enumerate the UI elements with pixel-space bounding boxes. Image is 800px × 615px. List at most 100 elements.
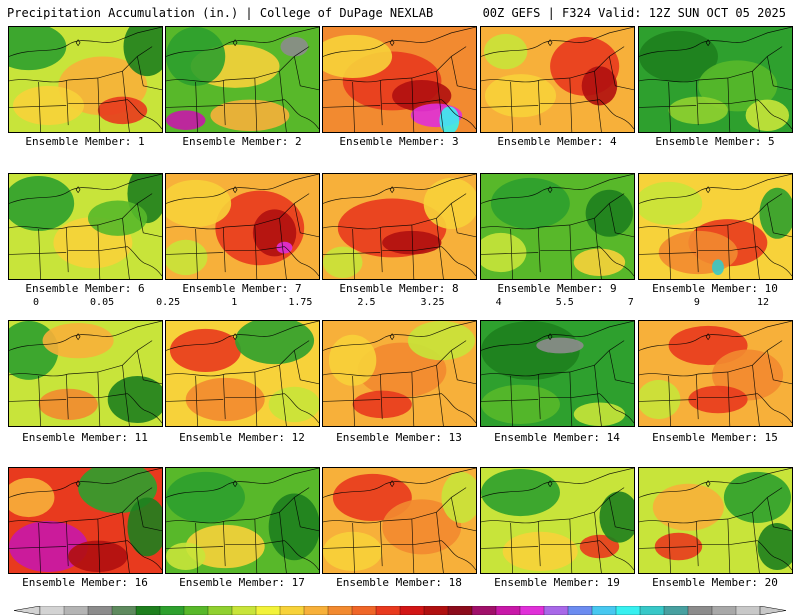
run-info: 00Z GEFS | F324 Valid: 12Z SUN OCT 05 20… xyxy=(482,6,786,20)
station-marker-icon xyxy=(389,333,395,341)
station-marker-icon xyxy=(232,186,238,194)
colorbar-swatch xyxy=(111,606,137,615)
station-marker-icon xyxy=(389,480,395,488)
colorbar-min-arrow xyxy=(14,606,41,615)
ensemble-map-18 xyxy=(322,467,477,574)
colorbar-swatch xyxy=(327,606,353,615)
colorbar-swatch xyxy=(711,606,737,615)
precip-field xyxy=(9,468,162,573)
station-marker-icon xyxy=(705,186,711,194)
station-marker-icon xyxy=(232,333,238,341)
station-marker-icon xyxy=(705,480,711,488)
legend-tick-label: 0.05 xyxy=(90,297,115,308)
ensemble-map-16 xyxy=(8,467,163,574)
ensemble-member-label: Ensemble Member: 10 xyxy=(652,282,778,295)
colorbar-swatch xyxy=(591,606,617,615)
ensemble-map-2 xyxy=(165,26,320,133)
ensemble-map-1 xyxy=(8,26,163,133)
precip-field xyxy=(481,468,634,573)
colorbar-swatch xyxy=(615,606,641,615)
ensemble-map-17 xyxy=(165,467,320,574)
precip-field xyxy=(323,321,476,426)
colorbar-swatch xyxy=(303,606,329,615)
chart-title: Precipitation Accumulation (in.) | Colle… xyxy=(7,6,434,20)
ensemble-member-label: Ensemble Member: 3 xyxy=(339,135,459,148)
precip-field xyxy=(9,321,162,426)
station-marker-icon xyxy=(75,186,81,194)
ensemble-member-label: Ensemble Member: 2 xyxy=(182,135,302,148)
colorbar-swatch xyxy=(567,606,593,615)
legend-tick-label: 9 xyxy=(693,297,700,308)
colorbar-swatch xyxy=(687,606,713,615)
legend-tick-label: 5.5 xyxy=(555,297,574,308)
station-marker-icon xyxy=(232,480,238,488)
legend-tick-label: 3.25 xyxy=(420,297,445,308)
station-marker-icon xyxy=(75,39,81,47)
precip-field xyxy=(481,27,634,132)
colorbar-swatch xyxy=(639,606,665,615)
colorbar-swatch xyxy=(87,606,113,615)
ensemble-member-label: Ensemble Member: 11 xyxy=(22,431,148,444)
color-legend: 0 0.05 0.25 1 1.75 2.5 3.25 4 5.5 7 9 12 xyxy=(0,297,800,615)
ensemble-map-9 xyxy=(480,173,635,280)
colorbar-swatch xyxy=(663,606,689,615)
colorbar-swatch xyxy=(423,606,449,615)
precip-field xyxy=(639,468,792,573)
ensemble-map-13 xyxy=(322,320,477,427)
ensemble-map-7 xyxy=(165,173,320,280)
station-marker-icon xyxy=(547,480,553,488)
station-marker-icon xyxy=(547,333,553,341)
precip-field xyxy=(323,468,476,573)
station-marker-icon xyxy=(389,39,395,47)
legend-tick-label: 0 xyxy=(32,297,40,308)
ensemble-member-label: Ensemble Member: 20 xyxy=(652,576,778,589)
ensemble-member-label: Ensemble Member: 1 xyxy=(25,135,145,148)
ensemble-map-12 xyxy=(165,320,320,427)
legend-tick-label: 7 xyxy=(627,297,634,308)
ensemble-map-20 xyxy=(638,467,793,574)
legend-tick-label: 1 xyxy=(231,297,238,308)
ensemble-member-label: Ensemble Member: 9 xyxy=(497,282,617,295)
ensemble-map-8 xyxy=(322,173,477,280)
precip-field xyxy=(481,174,634,279)
precip-field xyxy=(166,174,319,279)
precip-field xyxy=(481,321,634,426)
colorbar-swatch xyxy=(447,606,473,615)
ensemble-map-3 xyxy=(322,26,477,133)
ensemble-map-10 xyxy=(638,173,793,280)
ensemble-map-19 xyxy=(480,467,635,574)
station-marker-icon xyxy=(547,186,553,194)
colorbar-swatch xyxy=(207,606,233,615)
legend-tick-label: 1.75 xyxy=(288,297,313,308)
precip-field xyxy=(639,321,792,426)
colorbar-swatch xyxy=(471,606,497,615)
ensemble-member-label: Ensemble Member: 13 xyxy=(336,431,462,444)
colorbar-max-arrow xyxy=(759,606,786,615)
precip-field xyxy=(166,321,319,426)
colorbar-swatch xyxy=(495,606,521,615)
colorbar-swatch xyxy=(351,606,377,615)
precip-field xyxy=(166,27,319,132)
ensemble-map-11 xyxy=(8,320,163,427)
legend-tick-label: 2.5 xyxy=(357,297,376,308)
ensemble-member-label: Ensemble Member: 17 xyxy=(179,576,305,589)
precip-field xyxy=(639,174,792,279)
station-marker-icon xyxy=(705,39,711,47)
colorbar-swatch xyxy=(375,606,401,615)
colorbar-swatch xyxy=(63,606,89,615)
precip-field xyxy=(166,468,319,573)
ensemble-map-5 xyxy=(638,26,793,133)
ensemble-member-label: Ensemble Member: 15 xyxy=(652,431,778,444)
ensemble-map-4 xyxy=(480,26,635,133)
legend-tick-label: 0.25 xyxy=(156,297,181,308)
colorbar-swatch xyxy=(231,606,257,615)
ensemble-member-label: Ensemble Member: 18 xyxy=(336,576,462,589)
ensemble-map-14 xyxy=(480,320,635,427)
ensemble-member-label: Ensemble Member: 6 xyxy=(25,282,145,295)
ensemble-member-label: Ensemble Member: 12 xyxy=(179,431,305,444)
precip-field xyxy=(323,27,476,132)
ensemble-member-label: Ensemble Member: 5 xyxy=(655,135,775,148)
legend-tick-label: 12 xyxy=(756,297,770,308)
colorbar-swatch xyxy=(39,606,65,615)
colorbar-swatch xyxy=(519,606,545,615)
